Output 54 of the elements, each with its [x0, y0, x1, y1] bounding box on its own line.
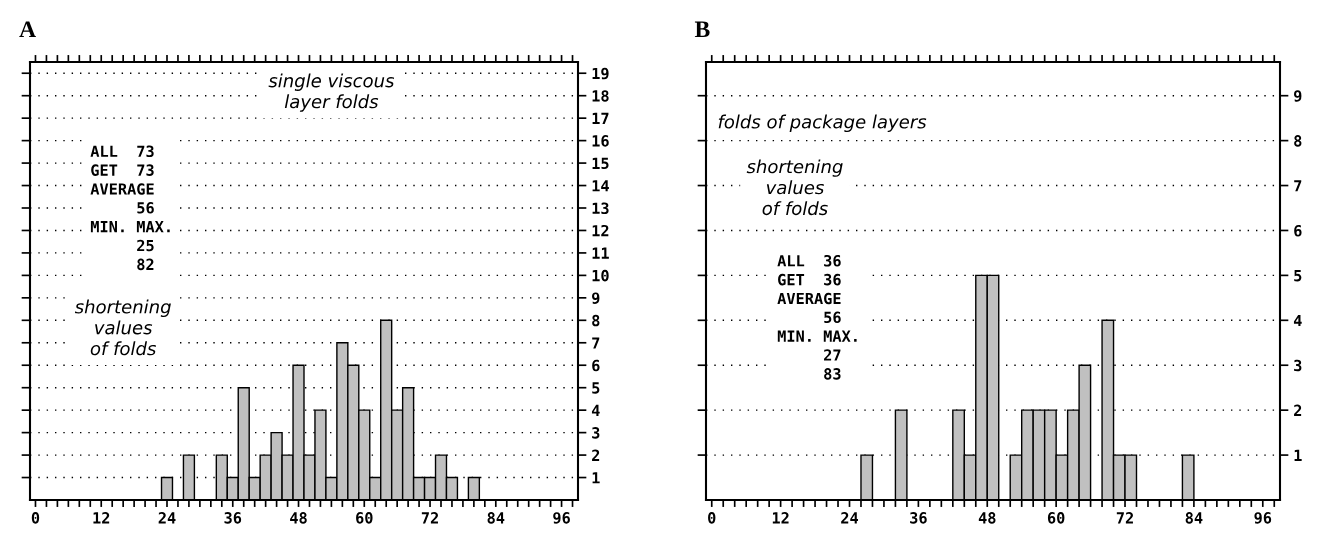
y-tick-label: 8 — [592, 314, 600, 327]
y-tick-label: 12 — [592, 224, 609, 237]
y-tick-label: 14 — [592, 180, 609, 192]
x-tick-label: 12 — [93, 512, 110, 524]
y-tick-label: 9 — [1294, 90, 1302, 102]
x-tick-label: 0 — [708, 512, 716, 524]
y-tick-label: 15 — [592, 157, 609, 170]
y-tick-label: 1 — [592, 472, 600, 484]
annotation: ALL 73 GET 73 AVERAGE 56 MIN. MAX. 25 82 — [90, 145, 170, 271]
x-tick-label: 60 — [1047, 512, 1065, 524]
annotation: ALL 36 GET 36 AVERAGE 56 MIN. MAX. 27 83 — [777, 254, 857, 380]
y-tick-label: 6 — [1294, 224, 1302, 237]
y-tick-label: 18 — [592, 90, 609, 102]
y-tick-label: 4 — [591, 404, 600, 416]
x-tick-label: 36 — [224, 512, 242, 524]
y-tick-label: 17 — [592, 112, 609, 124]
x-tick-label: 84 — [1185, 512, 1203, 524]
x-tick-label: 24 — [158, 512, 176, 524]
x-tick-label: 96 — [1254, 512, 1272, 524]
annotation: shortening values of folds — [74, 299, 171, 356]
chart-title: B — [694, 21, 710, 38]
y-tick-label: 5 — [1294, 270, 1302, 282]
x-tick-label: 96 — [553, 512, 570, 524]
y-tick-label: 6 — [592, 359, 600, 372]
x-tick-label: 72 — [1116, 512, 1133, 524]
y-tick-label: 3 — [592, 427, 600, 439]
y-tick-label: 2 — [1294, 404, 1302, 416]
y-tick-label: 4 — [1293, 314, 1302, 327]
x-tick-label: 48 — [290, 512, 307, 524]
y-tick-label: 10 — [592, 269, 609, 282]
annotation: folds of package layers — [718, 114, 927, 133]
y-tick-label: 5 — [592, 382, 600, 394]
y-tick-label: 3 — [1294, 359, 1302, 372]
chart-title: A — [19, 21, 36, 37]
y-tick-label: 16 — [592, 135, 609, 147]
x-tick-label: 60 — [356, 512, 373, 524]
x-tick-label: 36 — [910, 512, 927, 524]
y-tick-label: 11 — [592, 247, 609, 259]
y-tick-label: 13 — [592, 202, 609, 215]
y-tick-label: 7 — [592, 337, 600, 349]
x-tick-label: 24 — [841, 512, 859, 524]
x-tick-label: 0 — [31, 512, 40, 524]
x-tick-label: 48 — [978, 512, 996, 524]
y-tick-label: 19 — [592, 67, 609, 80]
y-tick-label: 9 — [592, 292, 600, 304]
y-tick-label: 7 — [1294, 180, 1302, 192]
y-tick-label: 2 — [592, 449, 600, 461]
x-tick-label: 12 — [772, 512, 789, 524]
x-tick-label: 72 — [421, 512, 438, 524]
y-tick-label: 8 — [1294, 135, 1302, 147]
annotation: shortening values of folds — [746, 159, 843, 216]
x-tick-label: 84 — [487, 512, 505, 524]
annotation: single viscous layer folds — [268, 73, 395, 112]
y-tick-label: 1 — [1294, 449, 1302, 461]
